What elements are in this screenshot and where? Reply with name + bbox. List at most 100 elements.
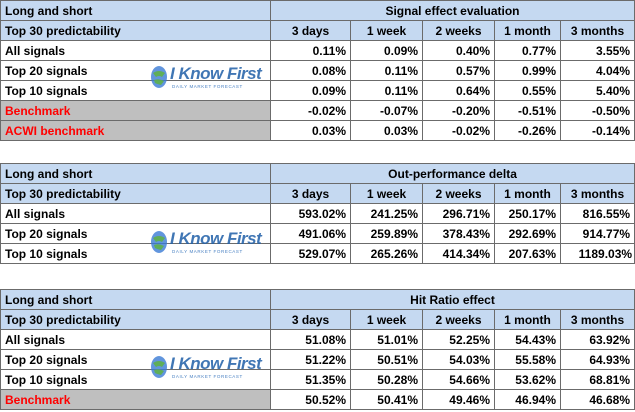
cell-value: 0.11% bbox=[350, 60, 423, 81]
cell-value: 3.55% bbox=[560, 40, 635, 61]
cell-value: 5.40% bbox=[560, 80, 635, 101]
row-label: Top 10 signals bbox=[0, 369, 271, 390]
cell-value: 4.04% bbox=[560, 60, 635, 81]
column-header: 2 weeks bbox=[422, 309, 495, 330]
table-row: All signals 51.08% 51.01% 52.25% 54.43% … bbox=[0, 329, 635, 350]
cell-value: 207.63% bbox=[494, 243, 561, 264]
section-title: Out-performance delta bbox=[269, 163, 635, 184]
column-header: 1 month bbox=[494, 183, 561, 204]
hit-ratio-table: Long and short Hit Ratio effect Top 30 p… bbox=[0, 289, 635, 410]
section-title: Signal effect evaluation bbox=[270, 0, 635, 21]
column-header: 3 days bbox=[270, 20, 351, 41]
cell-value: 46.68% bbox=[559, 389, 635, 410]
table-title-row: Long and short Signal effect evaluation bbox=[0, 0, 635, 21]
cell-value: -0.20% bbox=[422, 100, 495, 121]
row-label: Top 10 signals bbox=[0, 243, 271, 264]
cell-value: 50.51% bbox=[350, 349, 423, 370]
cell-value: -0.02% bbox=[422, 120, 495, 141]
column-header: 3 months bbox=[559, 309, 635, 330]
cell-value: 64.93% bbox=[559, 349, 635, 370]
benchmark-row: Benchmark 50.52% 50.41% 49.46% 46.94% 46… bbox=[0, 389, 635, 410]
out-performance-table: Long and short Out-performance delta Top… bbox=[0, 163, 635, 264]
column-header: 3 days bbox=[270, 183, 351, 204]
column-header-row: Top 30 predictability 3 days 1 week 2 we… bbox=[0, 20, 635, 41]
cell-value: 292.69% bbox=[494, 223, 561, 244]
cell-value: 0.09% bbox=[350, 40, 423, 61]
cell-value: 491.06% bbox=[270, 223, 351, 244]
cell-value: 55.58% bbox=[494, 349, 561, 370]
section-title: Hit Ratio effect bbox=[269, 289, 635, 310]
row-label: Top 10 signals bbox=[0, 80, 271, 101]
column-header: 2 weeks bbox=[422, 183, 495, 204]
cell-value: 50.41% bbox=[350, 389, 423, 410]
cell-value: 51.01% bbox=[350, 329, 423, 350]
cell-value: 529.07% bbox=[270, 243, 351, 264]
cell-value: 0.09% bbox=[270, 80, 351, 101]
row-label: ACWI benchmark bbox=[0, 120, 271, 141]
benchmark-row: ACWI benchmark 0.03% 0.03% -0.02% -0.26%… bbox=[0, 120, 635, 141]
cell-value: 593.02% bbox=[270, 203, 351, 224]
column-header-row: Top 30 predictability 3 days 1 week 2 we… bbox=[0, 309, 635, 330]
table-row: Top 20 signals 0.08% 0.11% 0.57% 0.99% 4… bbox=[0, 60, 635, 81]
table-row: All signals 593.02% 241.25% 296.71% 250.… bbox=[0, 203, 635, 224]
table-row: Top 20 signals 51.22% 50.51% 54.03% 55.5… bbox=[0, 349, 635, 370]
cell-value: 250.17% bbox=[494, 203, 561, 224]
cell-value: -0.26% bbox=[494, 120, 561, 141]
table-row: Top 10 signals 51.35% 50.28% 54.66% 53.6… bbox=[0, 369, 635, 390]
cell-value: 1189.03% bbox=[559, 243, 635, 264]
cell-value: -0.51% bbox=[494, 100, 561, 121]
row-label: Top 20 signals bbox=[0, 223, 271, 244]
subheader-label: Top 30 predictability bbox=[0, 309, 271, 330]
corner-title: Long and short bbox=[0, 289, 271, 310]
table-title-row: Long and short Out-performance delta bbox=[0, 163, 635, 184]
cell-value: 378.43% bbox=[422, 223, 495, 244]
cell-value: -0.14% bbox=[560, 120, 635, 141]
subheader-label: Top 30 predictability bbox=[0, 20, 271, 41]
cell-value: 241.25% bbox=[350, 203, 423, 224]
column-header-row: Top 30 predictability 3 days 1 week 2 we… bbox=[0, 183, 635, 204]
column-header: 3 months bbox=[559, 183, 635, 204]
cell-value: -0.02% bbox=[270, 100, 351, 121]
row-label: All signals bbox=[0, 203, 271, 224]
cell-value: 63.92% bbox=[559, 329, 635, 350]
cell-value: 52.25% bbox=[422, 329, 495, 350]
cell-value: 414.34% bbox=[422, 243, 495, 264]
row-label: Top 20 signals bbox=[0, 60, 271, 81]
cell-value: 0.57% bbox=[422, 60, 495, 81]
benchmark-row: Benchmark -0.02% -0.07% -0.20% -0.51% -0… bbox=[0, 100, 635, 121]
table-row: All signals 0.11% 0.09% 0.40% 0.77% 3.55… bbox=[0, 40, 635, 61]
cell-value: -0.50% bbox=[560, 100, 635, 121]
signal-effect-table: Long and short Signal effect evaluation … bbox=[0, 0, 635, 141]
column-header: 2 weeks bbox=[422, 20, 495, 41]
column-header: 1 month bbox=[494, 309, 561, 330]
cell-value: -0.07% bbox=[350, 100, 423, 121]
row-label: All signals bbox=[0, 329, 271, 350]
cell-value: 51.35% bbox=[270, 369, 351, 390]
table-row: Top 10 signals 529.07% 265.26% 414.34% 2… bbox=[0, 243, 635, 264]
cell-value: 816.55% bbox=[559, 203, 635, 224]
cell-value: 51.22% bbox=[270, 349, 351, 370]
column-header: 1 month bbox=[494, 20, 561, 41]
row-label: Benchmark bbox=[0, 100, 271, 121]
cell-value: 53.62% bbox=[494, 369, 561, 390]
row-label: Benchmark bbox=[0, 389, 271, 410]
cell-value: 54.03% bbox=[422, 349, 495, 370]
column-header: 3 months bbox=[560, 20, 635, 41]
cell-value: 54.66% bbox=[422, 369, 495, 390]
column-header: 1 week bbox=[350, 309, 423, 330]
cell-value: 0.40% bbox=[422, 40, 495, 61]
cell-value: 0.55% bbox=[494, 80, 561, 101]
table-row: Top 10 signals 0.09% 0.11% 0.64% 0.55% 5… bbox=[0, 80, 635, 101]
cell-value: 296.71% bbox=[422, 203, 495, 224]
cell-value: 0.11% bbox=[350, 80, 423, 101]
row-label: All signals bbox=[0, 40, 271, 61]
corner-title: Long and short bbox=[0, 163, 271, 184]
cell-value: 259.89% bbox=[350, 223, 423, 244]
cell-value: 0.03% bbox=[350, 120, 423, 141]
cell-value: 0.11% bbox=[270, 40, 351, 61]
cell-value: 49.46% bbox=[422, 389, 495, 410]
cell-value: 0.64% bbox=[422, 80, 495, 101]
cell-value: 46.94% bbox=[494, 389, 561, 410]
cell-value: 54.43% bbox=[494, 329, 561, 350]
